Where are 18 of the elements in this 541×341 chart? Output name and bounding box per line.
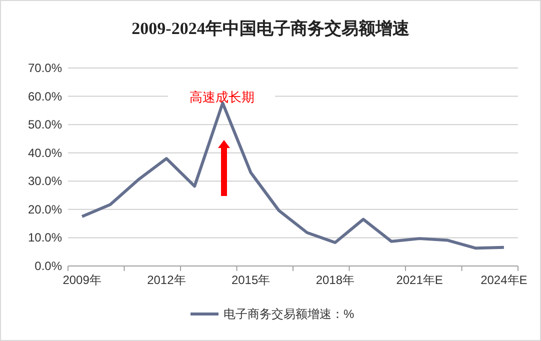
x-tick-label: 2009年 <box>62 273 102 287</box>
legend-label: 电子商务交易额增速：% <box>224 307 354 321</box>
line-series <box>80 102 506 250</box>
y-tick-label: 50.0% <box>28 118 62 132</box>
y-tick-label: 70.0% <box>28 61 62 75</box>
x-tick-label: 2015年 <box>231 273 270 287</box>
chart-title: 2009-2024年中国电子商务交易额增速 <box>132 19 410 38</box>
y-tick-label: 40.0% <box>28 146 62 160</box>
x-tick-label: 2021年E <box>396 273 443 287</box>
y-tick-label: 20.0% <box>28 202 62 216</box>
x-tick-label: 2018年 <box>316 273 355 287</box>
annotation: 高速成长期 <box>190 89 254 104</box>
y-tick-label: 0.0% <box>34 259 62 273</box>
y-tick-label: 30.0% <box>28 174 62 188</box>
y-tick-label: 60.0% <box>28 89 62 104</box>
x-tick-label: 2024年E <box>480 273 528 287</box>
x-tick-label: 2012年 <box>147 273 186 287</box>
y-tick-label: 10.0% <box>28 230 62 245</box>
